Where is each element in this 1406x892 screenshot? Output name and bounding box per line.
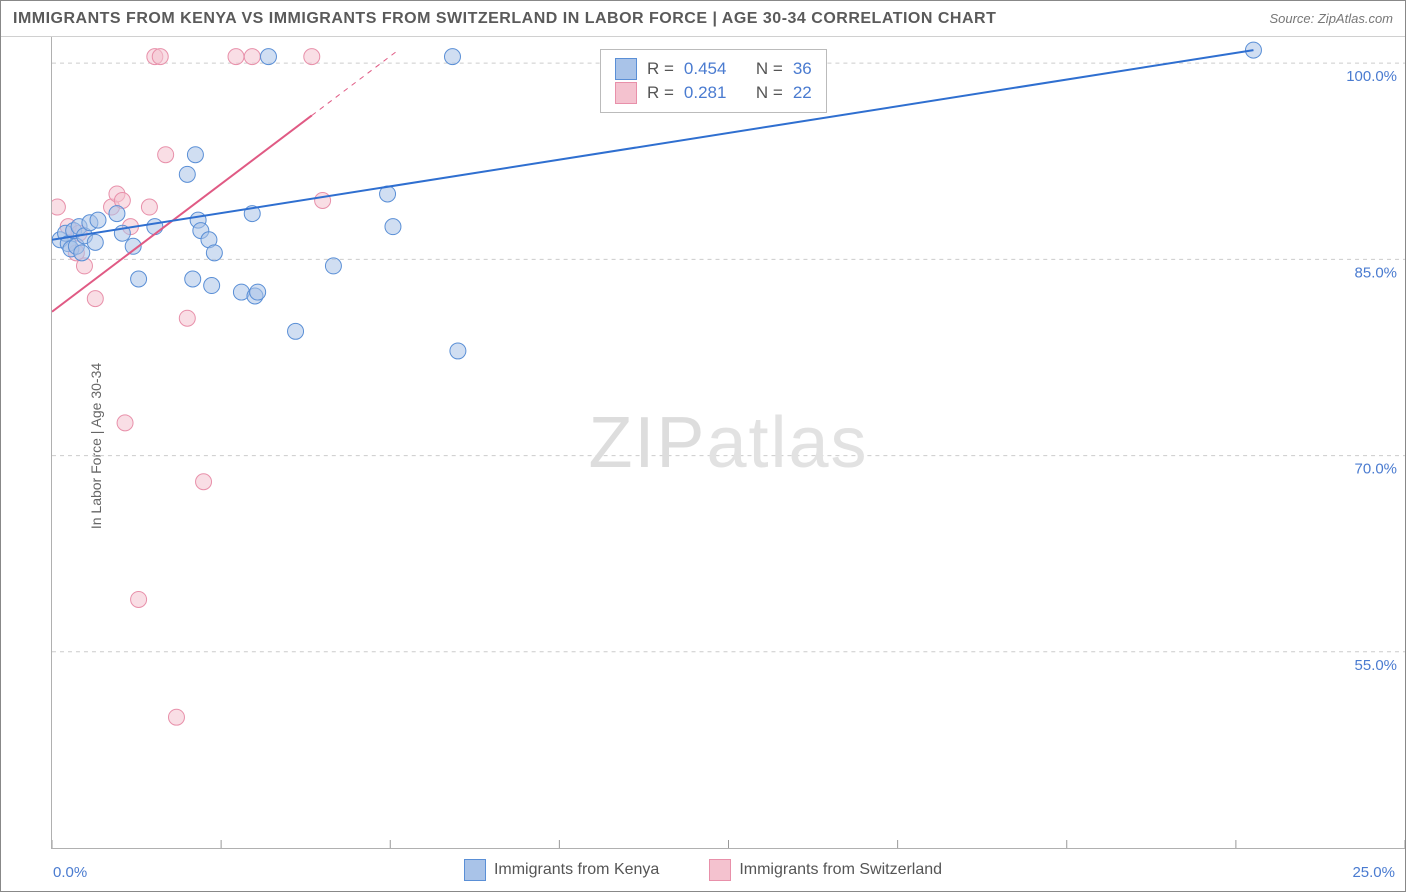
r-label: R = (647, 59, 674, 79)
chart-container: IMMIGRANTS FROM KENYA VS IMMIGRANTS FROM… (0, 0, 1406, 892)
kenya-n-value: 36 (793, 59, 812, 79)
legend-swatch-kenya (464, 859, 486, 881)
legend-label-switzerland: Immigrants from Switzerland (739, 861, 942, 879)
title-bar: IMMIGRANTS FROM KENYA VS IMMIGRANTS FROM… (1, 1, 1405, 37)
swatch-switzerland (615, 82, 637, 104)
stats-row-switzerland: R = 0.281 N = 22 (615, 82, 812, 104)
switz-n-value: 22 (793, 83, 812, 103)
swatch-kenya (615, 58, 637, 80)
source-attribution: Source: ZipAtlas.com (1269, 11, 1393, 26)
plot-svg: 55.0% 70.0% 85.0% 100.0% (52, 37, 1405, 848)
legend-item-kenya: Immigrants from Kenya (464, 859, 659, 881)
kenya-r-value: 0.454 (684, 59, 727, 79)
svg-text:85.0%: 85.0% (1355, 264, 1397, 281)
legend-label-kenya: Immigrants from Kenya (494, 861, 659, 879)
svg-text:70.0%: 70.0% (1355, 461, 1397, 478)
r-label-2: R = (647, 83, 674, 103)
svg-text:55.0%: 55.0% (1355, 657, 1397, 674)
switz-r-value: 0.281 (684, 83, 727, 103)
legend-item-switzerland: Immigrants from Switzerland (709, 859, 942, 881)
chart-title: IMMIGRANTS FROM KENYA VS IMMIGRANTS FROM… (13, 10, 996, 28)
svg-text:100.0%: 100.0% (1346, 68, 1397, 85)
stats-row-kenya: R = 0.454 N = 36 (615, 58, 812, 80)
stats-legend-box: R = 0.454 N = 36 R = 0.281 N = 22 (600, 49, 827, 113)
legend-swatch-switzerland (709, 859, 731, 881)
n-label: N = (756, 59, 783, 79)
plot-area: ZIPatlas 55.0%70.0%85.0%100.0% R = 0.454… (51, 37, 1405, 849)
n-label-2: N = (756, 83, 783, 103)
bottom-legend: Immigrants from Kenya Immigrants from Sw… (1, 849, 1405, 891)
